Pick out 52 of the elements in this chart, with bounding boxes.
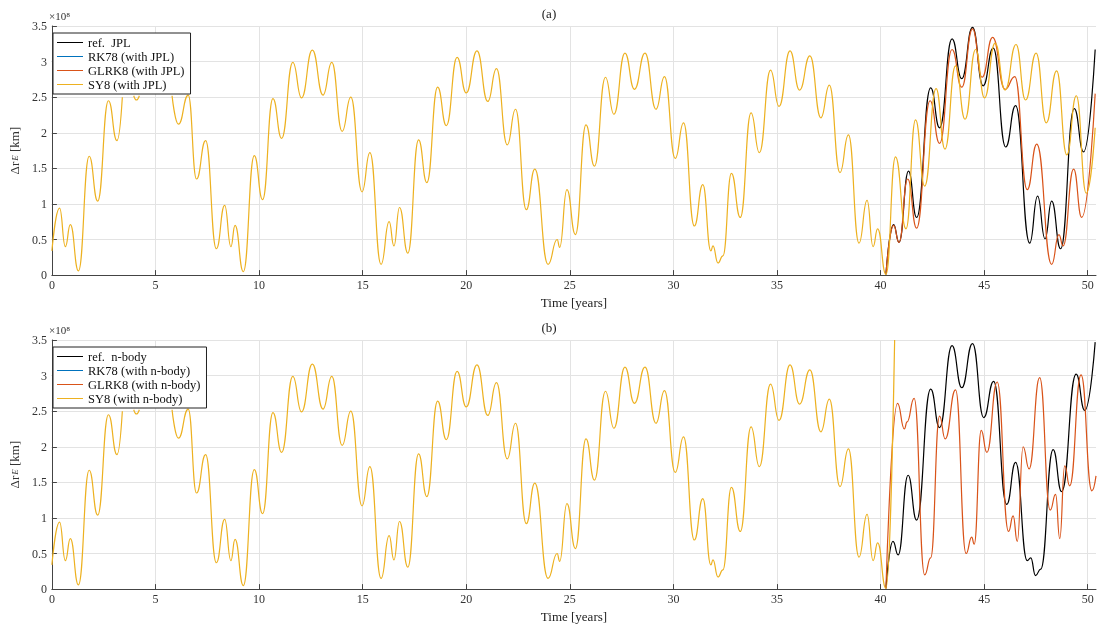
legend-label: GLRK8 (with JPL) [88,63,185,78]
legend-label: ref. JPL [88,35,131,50]
y-tick-label: 3 [40,54,47,69]
x-tick-label: 25 [563,278,576,293]
legend-label: RK78 (with n-body) [88,363,191,378]
y-tick-label: 3.5 [31,333,47,347]
x-tick-label: 30 [667,592,680,607]
x-tick-label: 10 [253,592,266,607]
x-tick-label: 20 [460,592,473,607]
y-tick-label: 1.5 [31,475,47,490]
x-tick-label: 50 [1081,592,1094,607]
x-tick-label: 35 [770,278,783,293]
y-axis-title: ΔrE [km] [7,126,22,175]
y-tick-label: 0.5 [31,232,47,247]
x-tick-label: 15 [356,278,369,293]
y-tick-label: 0 [40,582,47,597]
legend-label: SY8 (with n-body) [88,391,183,406]
text: ×10⁸ [49,323,71,336]
x-tick-label: 45 [978,592,991,607]
y-tick-label: 3.5 [31,19,47,33]
x-tick-label: 30 [667,278,680,293]
y-axis-title: ΔrE [km] [7,440,22,489]
y-tick-label: 1.5 [31,161,47,176]
chart-title: (a) [541,6,557,21]
x-axis-title: Time [years] [540,295,608,310]
y-tick-label: 0.5 [31,546,47,561]
x-tick-label: 40 [874,278,887,293]
y-tick-label: 1 [40,196,47,211]
y-tick-label: 2.5 [31,90,47,105]
x-tick-label: 10 [253,278,266,293]
y-tick-label: 2.5 [31,404,47,419]
x-tick-label: 5 [152,278,159,293]
y-tick-label: 1 [40,510,47,525]
y-tick-label: 3 [40,368,47,383]
legend-label: GLRK8 (with n-body) [88,377,201,392]
legend-label: RK78 (with JPL) [88,49,175,64]
x-axis-title: Time [years] [540,609,608,624]
x-tick-label: 45 [978,278,991,293]
chart-title: (b) [541,320,557,335]
legend-label: SY8 (with JPL) [88,77,167,92]
y-tick-label: 2 [40,439,47,454]
x-tick-label: 35 [770,592,783,607]
y-tick-label: 0 [40,268,47,283]
x-tick-label: 25 [563,592,576,607]
x-tick-label: 50 [1081,278,1094,293]
x-tick-label: 40 [874,592,887,607]
legend-label: ref. n-body [88,349,148,364]
text: ×10⁸ [49,9,71,22]
x-tick-label: 20 [460,278,473,293]
y-tick-label: 2 [40,125,47,140]
x-tick-label: 15 [356,592,369,607]
x-tick-label: 5 [152,592,159,607]
